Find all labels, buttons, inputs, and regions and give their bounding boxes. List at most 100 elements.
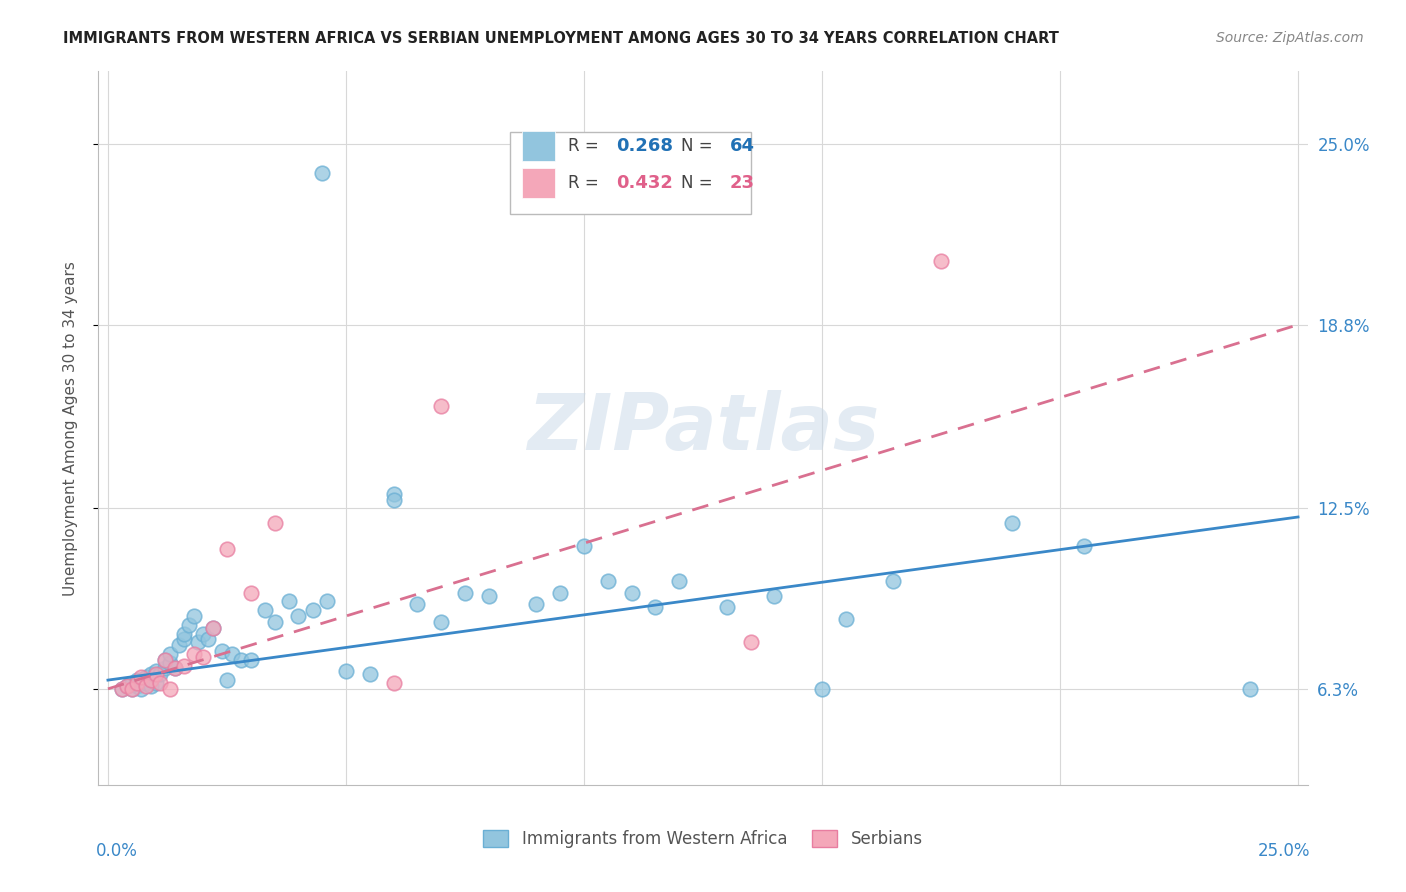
Point: [135, 679, 157, 693]
Point: [382, 492, 405, 507]
Point: [668, 574, 690, 588]
Point: [149, 667, 172, 681]
Text: Source: ZipAtlas.com: Source: ZipAtlas.com: [1216, 31, 1364, 45]
Point: [882, 574, 904, 588]
Point: [197, 632, 219, 647]
FancyBboxPatch shape: [509, 132, 751, 214]
Point: [191, 649, 214, 664]
Point: [763, 589, 786, 603]
Point: [125, 679, 148, 693]
Point: [121, 681, 143, 696]
Point: [183, 647, 205, 661]
Point: [163, 661, 186, 675]
Point: [115, 679, 138, 693]
Point: [159, 656, 181, 670]
Point: [301, 603, 323, 617]
Point: [139, 673, 162, 687]
Text: ZIPatlas: ZIPatlas: [527, 390, 879, 467]
Point: [129, 670, 152, 684]
Point: [173, 658, 195, 673]
Point: [215, 542, 238, 557]
Point: [620, 585, 643, 599]
Point: [572, 539, 595, 553]
Point: [153, 653, 176, 667]
Point: [145, 676, 167, 690]
Point: [173, 626, 195, 640]
Point: [406, 598, 429, 612]
Point: [139, 679, 162, 693]
Point: [115, 679, 138, 693]
Point: [644, 600, 666, 615]
Point: [145, 665, 167, 679]
Point: [139, 667, 162, 681]
Point: [835, 612, 858, 626]
Point: [135, 670, 157, 684]
Point: [191, 626, 214, 640]
Point: [1073, 539, 1095, 553]
Text: IMMIGRANTS FROM WESTERN AFRICA VS SERBIAN UNEMPLOYMENT AMONG AGES 30 TO 34 YEARS: IMMIGRANTS FROM WESTERN AFRICA VS SERBIA…: [63, 31, 1059, 46]
Point: [169, 638, 191, 652]
Point: [382, 676, 405, 690]
Point: [231, 653, 253, 667]
Point: [548, 585, 571, 599]
Point: [149, 676, 172, 690]
Text: 25.0%: 25.0%: [1257, 842, 1310, 860]
Point: [135, 676, 157, 690]
Point: [159, 647, 181, 661]
Point: [221, 647, 243, 661]
Point: [159, 681, 181, 696]
Point: [211, 644, 233, 658]
Point: [263, 516, 285, 530]
Point: [716, 600, 738, 615]
Point: [254, 603, 277, 617]
Point: [145, 667, 167, 681]
Point: [596, 574, 619, 588]
Point: [239, 653, 262, 667]
Point: [187, 635, 209, 649]
Point: [740, 635, 762, 649]
Point: [811, 681, 834, 696]
Y-axis label: Unemployment Among Ages 30 to 34 years: Unemployment Among Ages 30 to 34 years: [63, 260, 77, 596]
Point: [239, 585, 262, 599]
Point: [125, 676, 148, 690]
Point: [183, 609, 205, 624]
Point: [129, 681, 152, 696]
Point: [524, 598, 547, 612]
Text: N =: N =: [682, 174, 718, 192]
Point: [153, 653, 176, 667]
FancyBboxPatch shape: [522, 169, 555, 198]
Legend: Immigrants from Western Africa, Serbians: Immigrants from Western Africa, Serbians: [477, 823, 929, 855]
Point: [121, 676, 143, 690]
Text: 23: 23: [730, 174, 755, 192]
Text: R =: R =: [568, 174, 603, 192]
Text: 64: 64: [730, 137, 755, 155]
Text: 0.268: 0.268: [616, 137, 673, 155]
Point: [111, 681, 134, 696]
Text: 0.432: 0.432: [616, 174, 673, 192]
Point: [311, 166, 333, 180]
Point: [201, 621, 224, 635]
Text: 0.0%: 0.0%: [96, 842, 138, 860]
Point: [1239, 681, 1261, 696]
Point: [121, 681, 143, 696]
Point: [316, 594, 339, 608]
Point: [287, 609, 309, 624]
Point: [125, 673, 148, 687]
Point: [177, 617, 200, 632]
Point: [430, 615, 453, 629]
FancyBboxPatch shape: [522, 131, 555, 161]
Point: [478, 589, 501, 603]
Text: N =: N =: [682, 137, 718, 155]
Point: [929, 253, 952, 268]
Point: [454, 585, 477, 599]
Point: [129, 673, 152, 687]
Point: [335, 665, 357, 679]
Point: [153, 661, 176, 675]
Point: [1001, 516, 1024, 530]
Point: [430, 400, 453, 414]
Point: [201, 621, 224, 635]
Point: [111, 681, 134, 696]
Point: [277, 594, 299, 608]
Point: [382, 486, 405, 500]
Point: [263, 615, 285, 629]
